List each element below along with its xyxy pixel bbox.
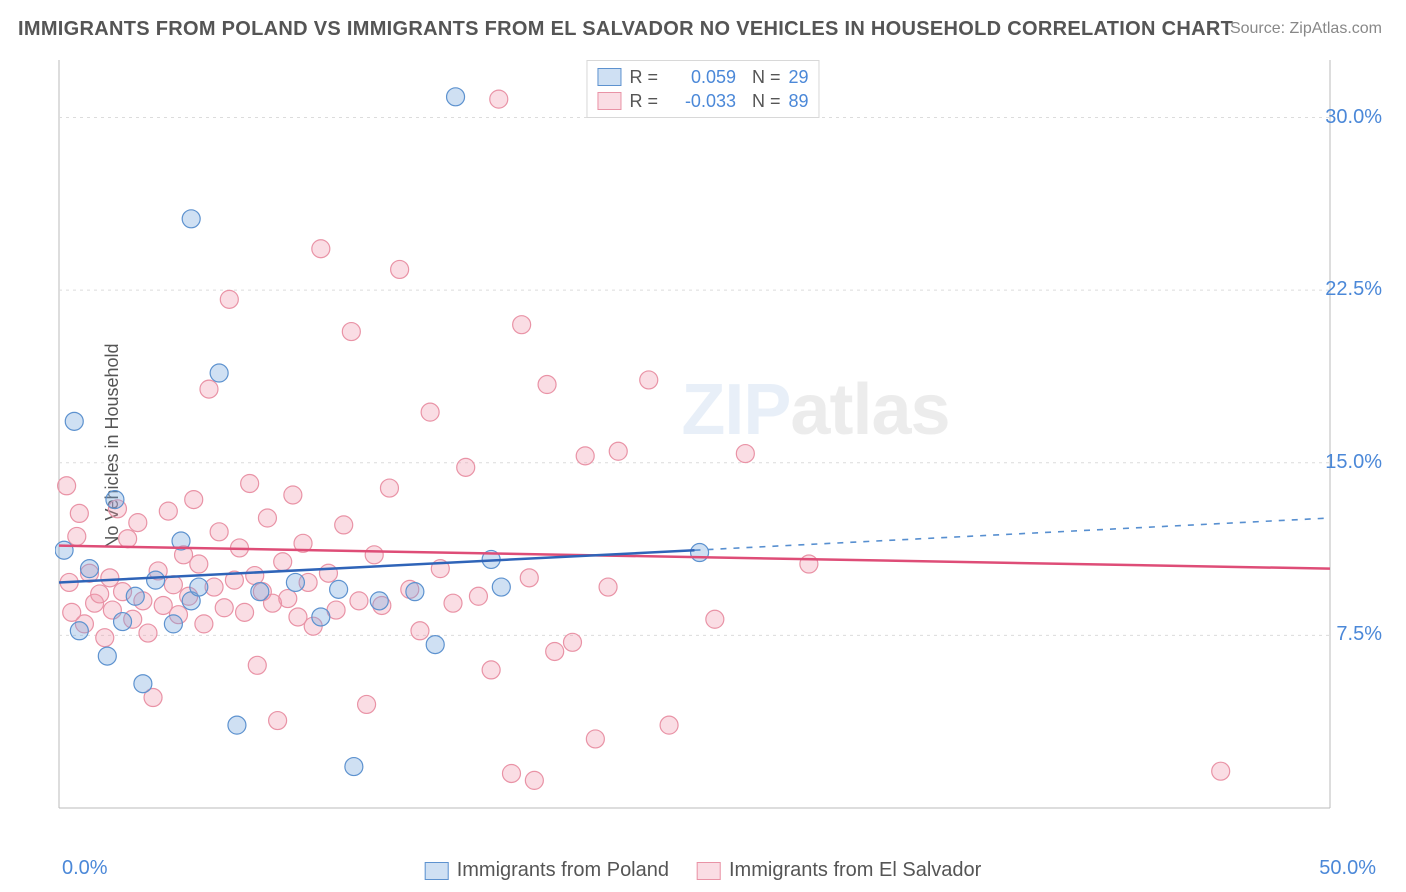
swatch-poland-bottom: [425, 862, 449, 880]
r-value-poland: 0.059: [666, 65, 736, 89]
legend-label-elsalvador: Immigrants from El Salvador: [729, 859, 981, 882]
legend-correlation-row-elsalvador: R = -0.033 N = 89: [597, 89, 808, 113]
legend-correlation-row-poland: R = 0.059 N = 29: [597, 65, 808, 89]
n-value-poland: 29: [789, 65, 809, 89]
legend-correlation: R = 0.059 N = 29 R = -0.033 N = 89: [586, 60, 819, 118]
x-axis-min: 0.0%: [62, 857, 108, 880]
chart-svg: [55, 56, 1385, 836]
legend-item-poland: Immigrants from Poland: [425, 859, 669, 882]
legend-series: Immigrants from Poland Immigrants from E…: [425, 859, 982, 882]
n-label: N =: [752, 65, 781, 89]
y-tick-label: 22.5%: [1325, 278, 1382, 301]
swatch-poland: [597, 68, 621, 86]
x-axis-max: 50.0%: [1319, 857, 1376, 880]
legend-item-elsalvador: Immigrants from El Salvador: [697, 859, 981, 882]
n-value-elsalvador: 89: [789, 89, 809, 113]
y-tick-label: 7.5%: [1336, 623, 1382, 646]
r-label: R =: [629, 89, 658, 113]
legend-label-poland: Immigrants from Poland: [457, 859, 669, 882]
y-tick-label: 30.0%: [1325, 106, 1382, 129]
swatch-elsalvador-bottom: [697, 862, 721, 880]
chart-container: IMMIGRANTS FROM POLAND VS IMMIGRANTS FRO…: [0, 0, 1406, 892]
n-label: N =: [752, 89, 781, 113]
swatch-elsalvador: [597, 92, 621, 110]
plot-area: [55, 56, 1385, 836]
r-label: R =: [629, 65, 658, 89]
r-value-elsalvador: -0.033: [666, 89, 736, 113]
y-tick-label: 15.0%: [1325, 451, 1382, 474]
source-attribution: Source: ZipAtlas.com: [1230, 20, 1382, 38]
chart-title: IMMIGRANTS FROM POLAND VS IMMIGRANTS FRO…: [18, 18, 1233, 41]
